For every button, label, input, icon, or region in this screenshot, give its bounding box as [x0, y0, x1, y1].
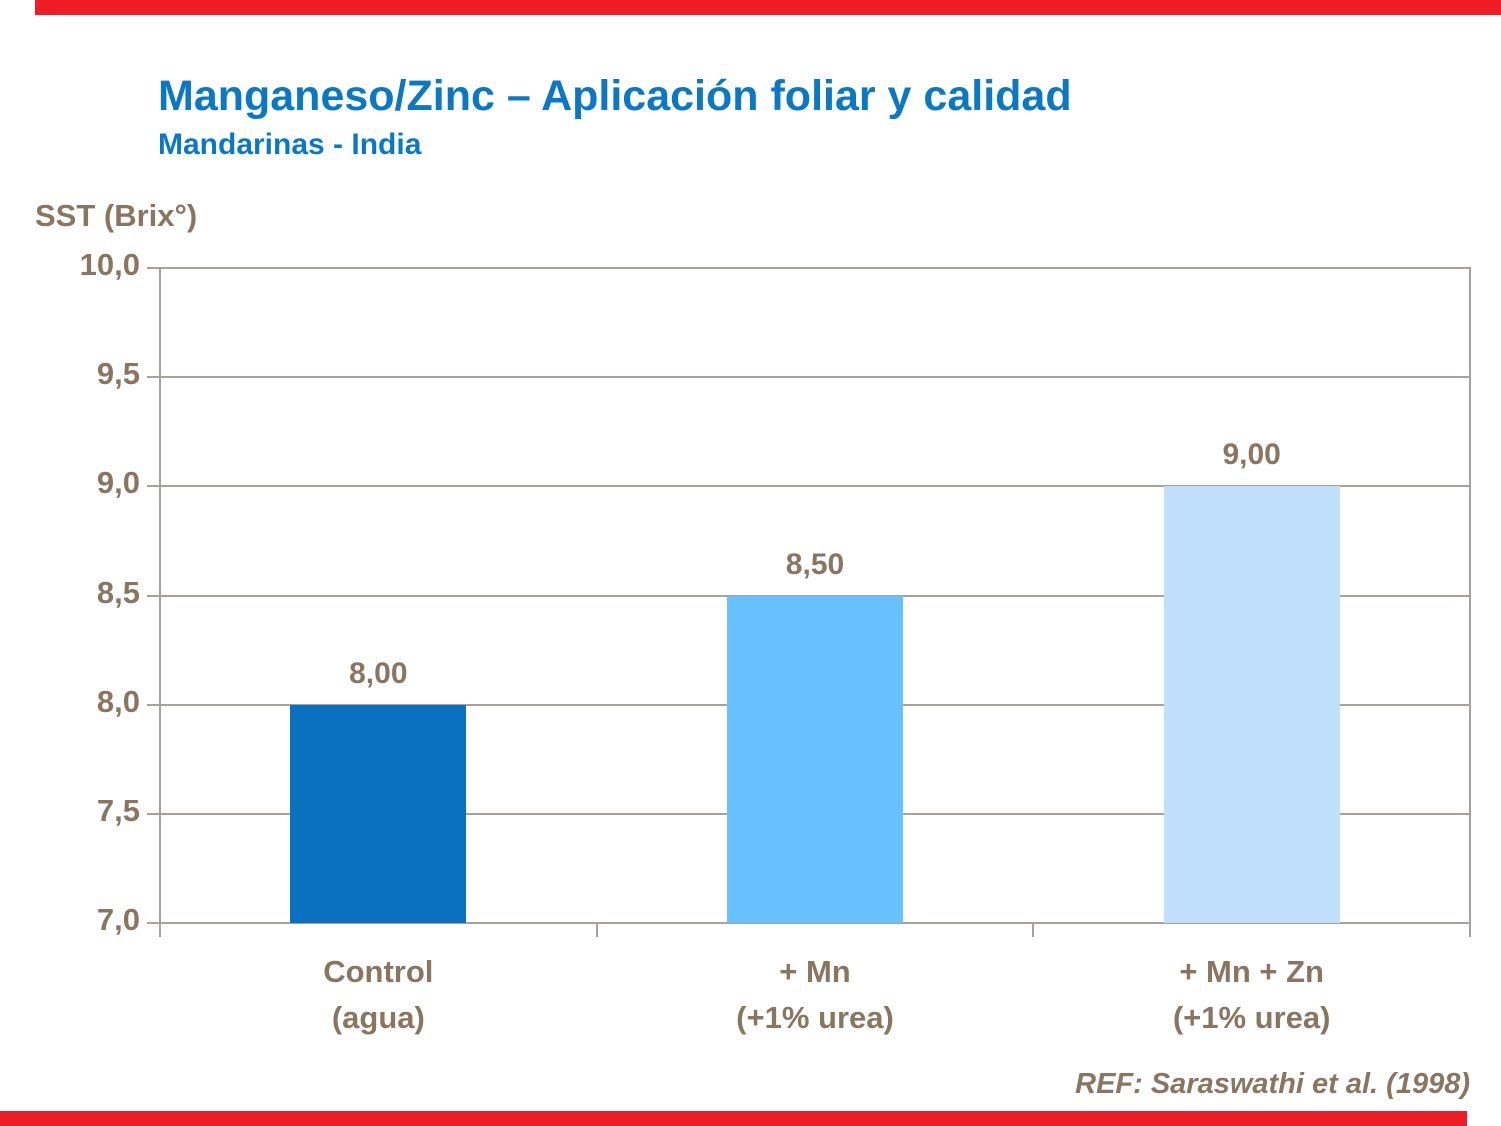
- x-axis-line: [147, 922, 1471, 924]
- x-tick-mark: [1469, 923, 1471, 937]
- category-label-line: (agua): [331, 1000, 425, 1035]
- y-tick-mark: [147, 703, 160, 706]
- y-axis-line: [159, 267, 161, 937]
- y-tick-mark: [147, 485, 160, 488]
- bottom-red-accent-bar: [0, 1111, 1467, 1126]
- gridline: [160, 376, 1470, 379]
- y-tick-mark: [147, 376, 160, 379]
- reference-citation: REF: Saraswathi et al. (1998): [1075, 1068, 1470, 1100]
- category-label-line: (+1% urea): [1172, 1000, 1331, 1035]
- category-label-line: (+1% urea): [736, 1000, 894, 1035]
- bar: [1163, 486, 1340, 923]
- bar: [290, 704, 467, 923]
- top-red-accent-bar: [35, 0, 1501, 15]
- category-label-line: + Mn + Zn: [1179, 954, 1324, 989]
- bar-chart-plot-area: 8,00 8,50 9,00: [147, 267, 1471, 937]
- bar: [727, 595, 903, 923]
- y-tick-label: 9,0: [96, 465, 140, 501]
- gridline: [160, 267, 1470, 269]
- y-tick-label: 8,5: [96, 574, 140, 610]
- category-label: + Mn + Zn (+1% urea): [1082, 949, 1422, 1041]
- category-label-line: Control: [323, 954, 434, 989]
- x-tick-mark: [595, 923, 598, 937]
- y-tick-label: 7,5: [96, 792, 140, 828]
- y-tick-mark: [147, 267, 160, 269]
- y-tick-mark: [147, 922, 160, 924]
- gridline: [160, 485, 1470, 488]
- y-tick-mark: [147, 594, 160, 597]
- y-tick-label: 10,0: [79, 247, 140, 282]
- y-tick-label: 9,5: [96, 356, 140, 392]
- category-label-line: + Mn: [779, 954, 851, 989]
- bar-value-label: 8,00: [349, 656, 408, 690]
- bar-value-label: 8,50: [785, 547, 845, 581]
- x-tick-mark: [1032, 923, 1035, 937]
- plot-right-border: [1469, 267, 1471, 937]
- bar-value-label: 9,00: [1222, 438, 1281, 472]
- page-subtitle: Mandarinas - India: [158, 128, 422, 161]
- y-tick-mark: [147, 812, 160, 815]
- y-axis-title: SST (Brix°): [35, 198, 198, 233]
- category-label: Control (agua): [208, 949, 548, 1041]
- page-title: Manganeso/Zinc – Aplicación foliar y cal…: [158, 72, 1072, 120]
- category-label: + Mn (+1% urea): [645, 949, 985, 1041]
- y-tick-label: 8,0: [96, 683, 140, 719]
- y-tick-label: 7,0: [96, 902, 140, 937]
